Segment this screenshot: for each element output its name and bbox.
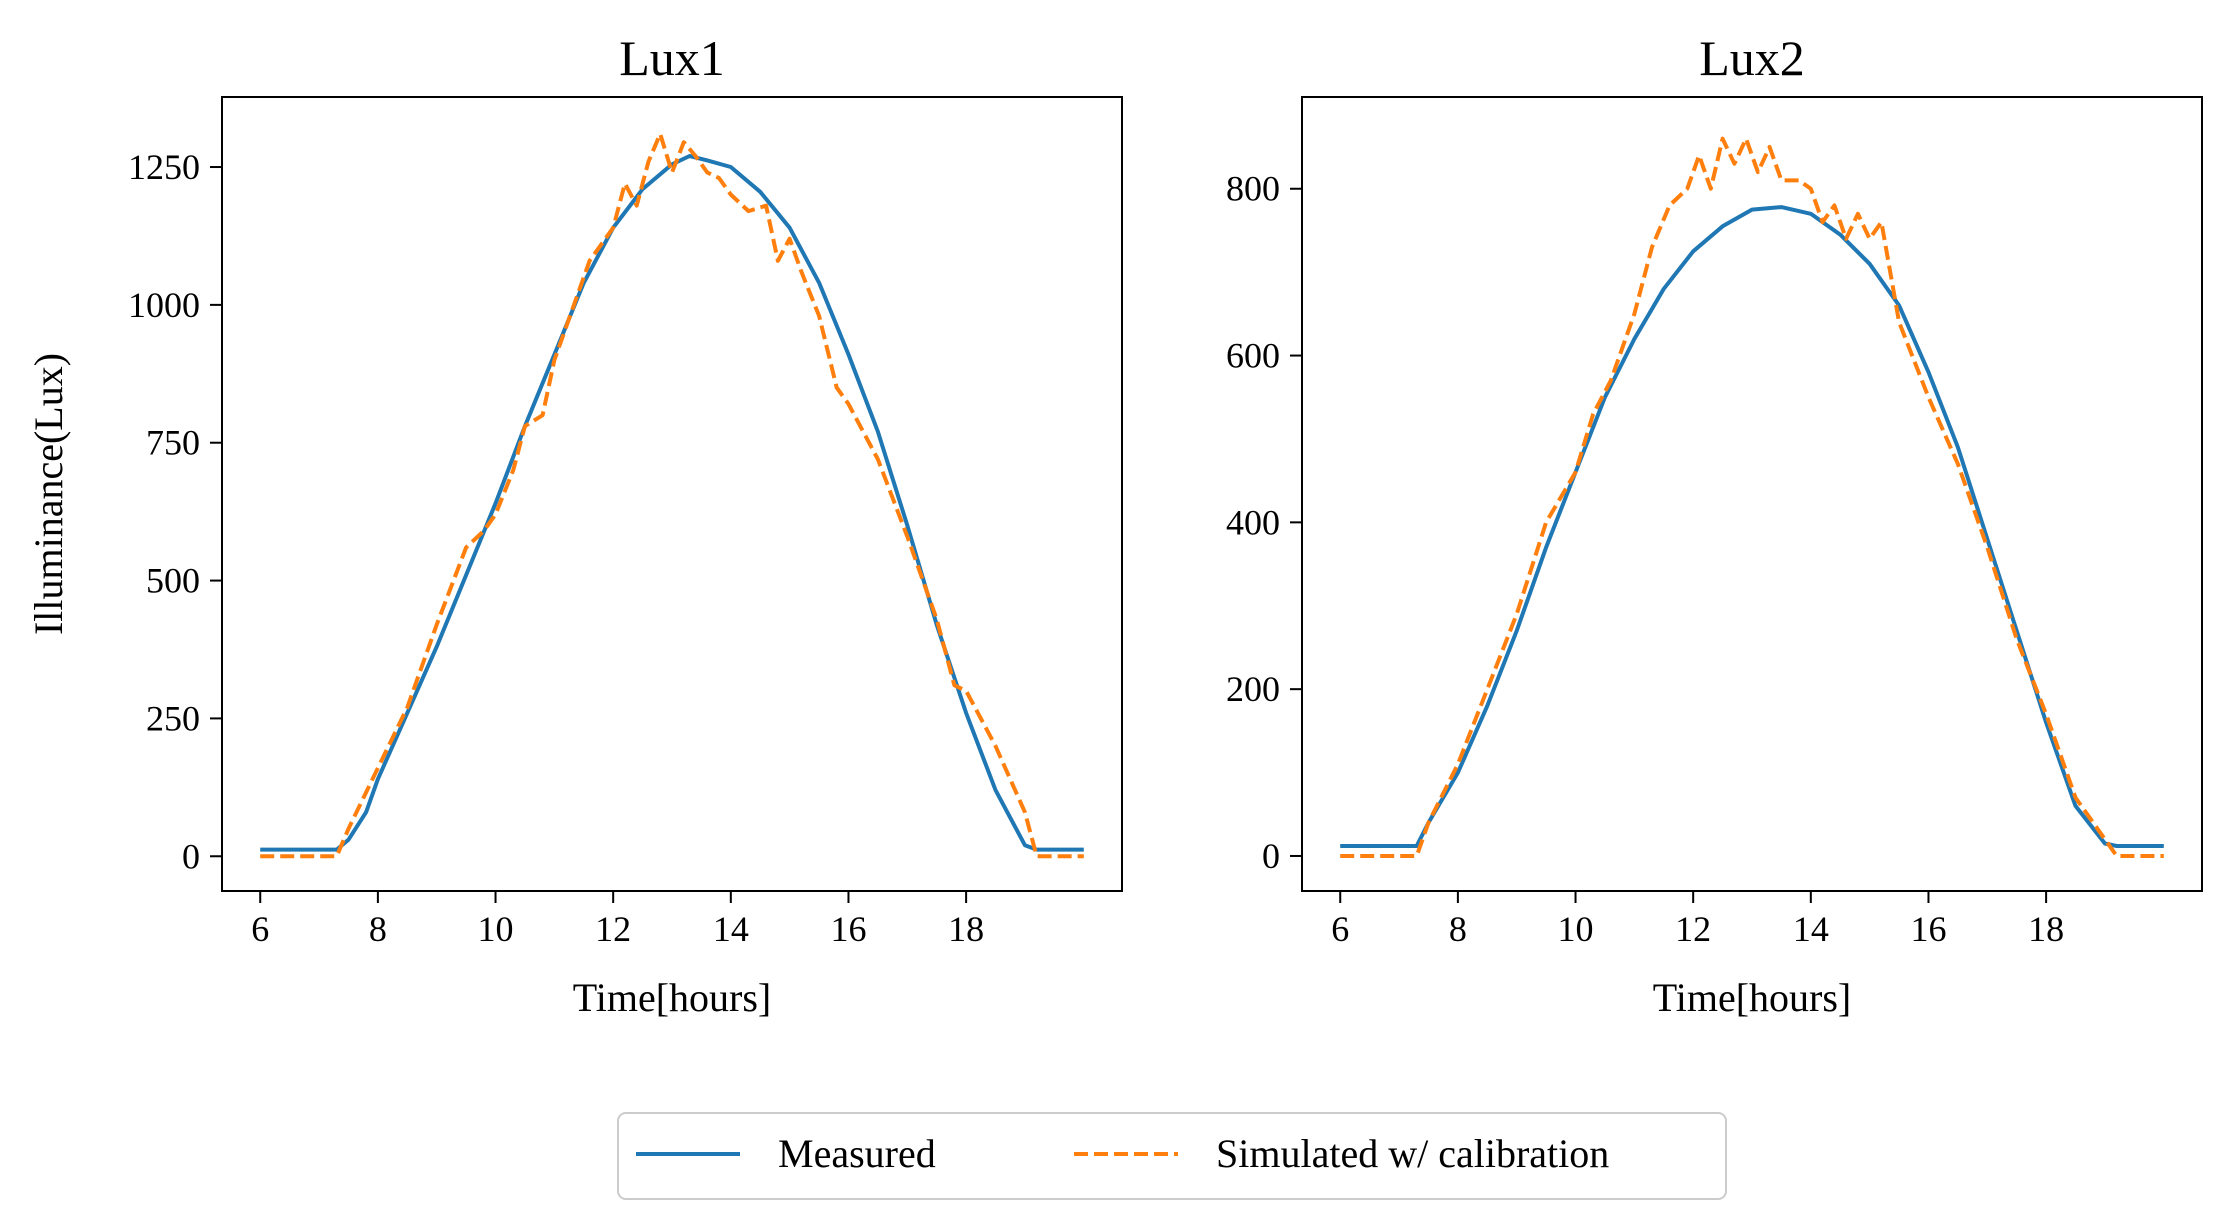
lux1-title: Lux1 (619, 30, 725, 86)
lux1-ytick-label: 0 (182, 836, 200, 876)
lux1-xtick-label: 8 (369, 909, 387, 949)
lux2-ytick-label: 600 (1226, 336, 1280, 376)
lux2-xtick-label: 8 (1449, 909, 1467, 949)
legend-label-measured: Measured (778, 1131, 936, 1176)
lux1-ytick-label: 1250 (128, 147, 200, 187)
lux1-xlabel: Time[hours] (573, 975, 772, 1020)
lux2-title: Lux2 (1699, 30, 1805, 86)
legend-label-simulated: Simulated w/ calibration (1216, 1131, 1609, 1176)
lux2-series-measured-line (1340, 205, 2164, 848)
lux1-ytick-label: 1000 (128, 285, 200, 325)
lux1-xtick-label: 18 (948, 909, 984, 949)
lux2-axes-frame (1301, 96, 2203, 892)
lux2-ytick-label: 400 (1226, 502, 1280, 542)
lux2-series-simulated-line (1340, 136, 2164, 858)
lux2-xtick-label: 18 (2028, 909, 2064, 949)
lux1-xtick-label: 14 (713, 909, 749, 949)
chart-lux2: 6 8 10 12 14 16 18 0 200 400 600 800 Lux2 Time[hours] (1226, 30, 2203, 1020)
lux1-ytick-label: 750 (146, 423, 200, 463)
lux2-xtick-label: 10 (1558, 909, 1594, 949)
lux1-xtick-label: 10 (478, 909, 514, 949)
legend: Measured Simulated w/ calibration (617, 1112, 1727, 1200)
lux2-xtick-label: 6 (1331, 909, 1349, 949)
lux2-xtick-label: 14 (1793, 909, 1829, 949)
chart-lux1: 6 8 10 12 14 16 18 0 250 500 750 1000 1250 Lux1 Time[h… (26, 30, 1123, 1020)
lux1-ytick-label: 500 (146, 561, 200, 601)
lux2-xtick-label: 16 (1910, 909, 1946, 949)
lux1-xtick-label: 12 (595, 909, 631, 949)
lux1-xtick-label: 16 (830, 909, 866, 949)
lux2-ytick-label: 800 (1226, 169, 1280, 209)
legend-frame (617, 1112, 1727, 1200)
lux1-axes-frame (221, 96, 1123, 892)
lux2-xlabel: Time[hours] (1653, 975, 1852, 1020)
lux1-ylabel: Illuminance(Lux) (26, 353, 71, 635)
lux2-xtick-label: 12 (1675, 909, 1711, 949)
lux2-ytick-label: 200 (1226, 669, 1280, 709)
lux2-ytick-label: 0 (1262, 836, 1280, 876)
lux1-ytick-label: 250 (146, 698, 200, 738)
lux1-xtick-label: 6 (251, 909, 269, 949)
lux1-series-measured-line (260, 154, 1084, 852)
lux1-series-simulated-line (260, 131, 1084, 859)
